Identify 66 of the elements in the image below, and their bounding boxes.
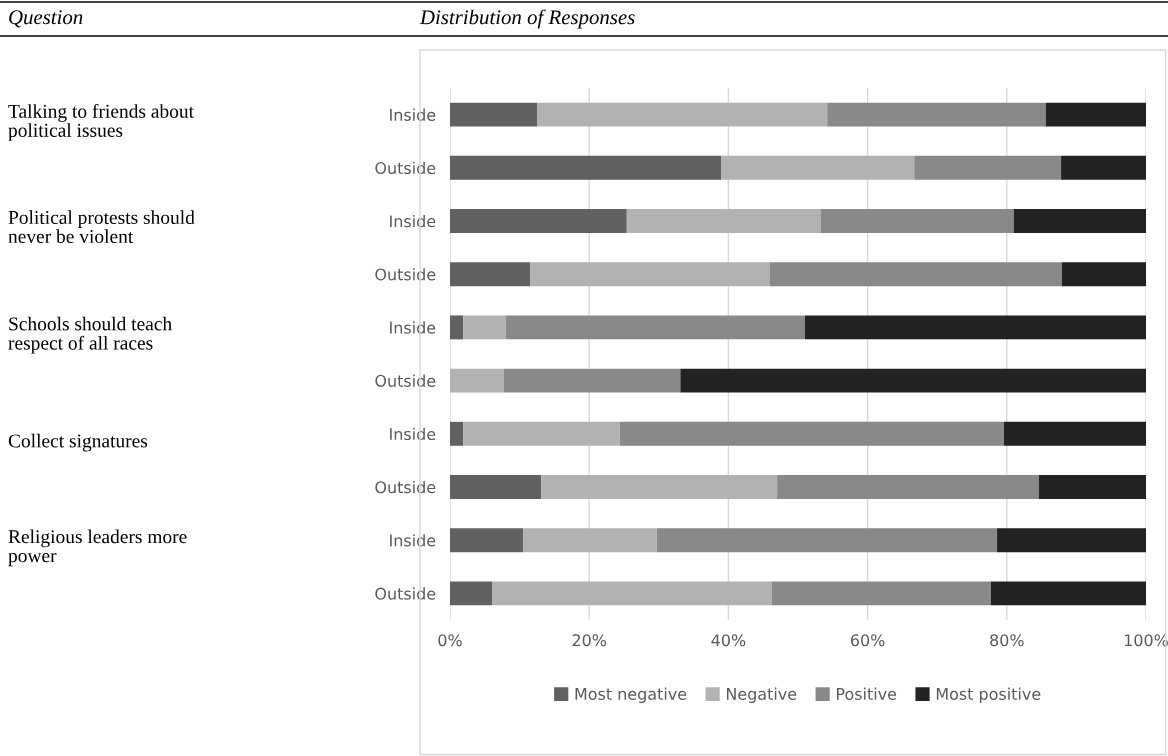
- bar: [1061, 262, 1146, 287]
- bar: [1061, 155, 1146, 180]
- text: Schools should teach respect of all races: [8, 316, 172, 354]
- x-tick-label: 100%: [1124, 634, 1168, 647]
- legend-label: Most negative: [575, 687, 687, 704]
- text: Collect signatures: [8, 433, 148, 452]
- bar: [450, 155, 722, 180]
- bar: [820, 209, 1014, 233]
- y-tick-label: Inside: [390, 427, 436, 441]
- bar: [492, 581, 772, 606]
- y-tick-label: Inside: [390, 214, 436, 228]
- bar: [1045, 102, 1146, 127]
- bar: [450, 581, 493, 606]
- bar: [450, 315, 464, 340]
- bar: [827, 102, 1046, 127]
- bar: [450, 209, 627, 233]
- bar: [463, 421, 620, 446]
- bar: [769, 262, 1062, 287]
- bar: [656, 528, 998, 553]
- y-tick-label: Outside: [375, 480, 436, 494]
- text: Distribution of Responses: [419, 9, 635, 29]
- bar: [997, 528, 1146, 553]
- bar: [450, 421, 464, 446]
- y-tick-label: Outside: [375, 268, 436, 281]
- bar: [1013, 209, 1146, 233]
- x-tick-label: 80%: [990, 634, 1024, 647]
- text: Question: [9, 10, 83, 28]
- bar: [450, 102, 537, 127]
- text: Religious leaders more power: [8, 529, 187, 567]
- bar: [990, 581, 1146, 606]
- bar: [771, 581, 991, 606]
- x-tick-label: 60%: [850, 634, 885, 647]
- x-tick-label: 0%: [438, 634, 462, 647]
- y-tick-label: Outside: [375, 374, 436, 387]
- bar: [1038, 475, 1146, 499]
- bar: [777, 475, 1039, 499]
- y-tick-label: Inside: [390, 108, 436, 121]
- bar: [537, 102, 828, 127]
- legend-label: Positive: [836, 687, 897, 700]
- bar: [463, 315, 506, 340]
- bar: [450, 528, 524, 553]
- bar: [530, 262, 770, 287]
- text: Political protests should never be violent: [8, 210, 195, 244]
- bar: [503, 368, 681, 393]
- legend-label: Negative: [726, 687, 797, 704]
- bar: [721, 155, 915, 180]
- bar: [680, 368, 1146, 393]
- bar: [619, 421, 1005, 446]
- bar: [626, 209, 821, 233]
- x-tick-label: 20%: [572, 634, 607, 647]
- text: Talking to friends about political issues: [8, 103, 194, 141]
- y-tick-label: Inside: [390, 534, 436, 547]
- bar: [1004, 421, 1146, 446]
- bar: [450, 368, 504, 393]
- bar: [450, 475, 542, 499]
- x-tick-label: 40%: [711, 634, 746, 647]
- bar: [914, 155, 1062, 180]
- y-tick-label: Outside: [375, 161, 436, 175]
- bar: [450, 262, 531, 287]
- bar: [523, 528, 657, 553]
- y-tick-label: Inside: [390, 321, 436, 334]
- bar: [505, 315, 805, 340]
- y-tick-label: Outside: [375, 587, 436, 600]
- bar: [804, 315, 1146, 340]
- bar: [541, 475, 778, 499]
- legend-label: Most positive: [936, 687, 1041, 704]
